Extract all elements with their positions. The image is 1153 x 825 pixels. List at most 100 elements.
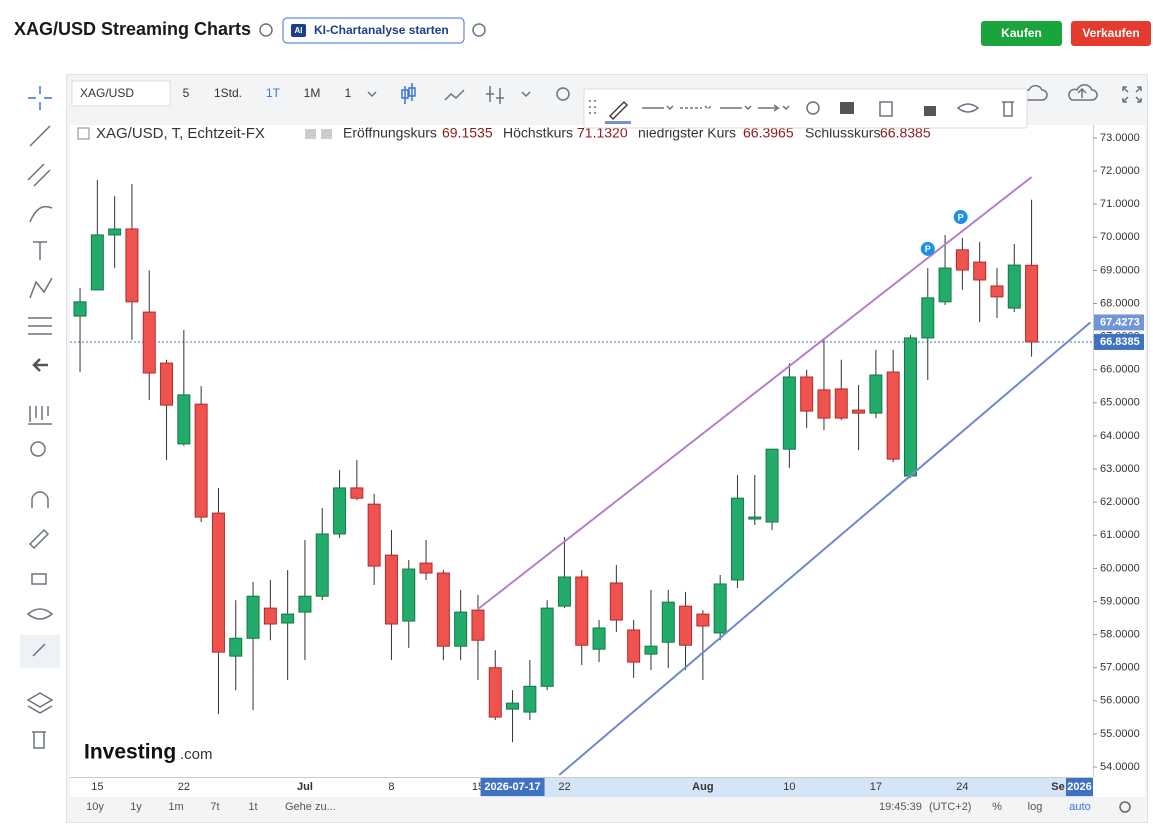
- candle-body: [506, 702, 520, 710]
- low-label: niedrigster Kurs: [638, 125, 736, 141]
- fullscreen-icon[interactable]: [1122, 86, 1142, 103]
- stay-draw-tool[interactable]: [28, 528, 50, 550]
- ai-button-label: KI-Chartanalyse starten: [314, 23, 449, 37]
- logo: Investing: [84, 741, 176, 764]
- bottom-log[interactable]: log: [1028, 801, 1043, 813]
- candle-body: [609, 582, 623, 621]
- price-label-bg: [1094, 333, 1144, 350]
- settings[interactable]: [806, 101, 820, 115]
- delete[interactable]: [1002, 101, 1014, 117]
- candle-body: [315, 533, 329, 597]
- candle-body: [938, 267, 952, 303]
- collapse-icon[interactable]: [77, 127, 90, 140]
- bottom-time[interactable]: 19:45:39: [879, 801, 922, 813]
- price-label: 66.8385: [1100, 336, 1140, 348]
- symbol: XAG/USD: [80, 86, 134, 100]
- buy-button[interactable]: [981, 21, 1062, 46]
- candle-body: [696, 613, 710, 627]
- trash-tool[interactable]: [32, 731, 46, 749]
- interval[interactable]: 1Std.: [214, 86, 242, 100]
- x-tick-label: 15: [91, 781, 103, 793]
- candle-body: [211, 512, 225, 653]
- text-tool[interactable]: [33, 241, 47, 260]
- sell-button[interactable]: [1071, 21, 1151, 46]
- line-width[interactable]: [680, 105, 712, 111]
- fib-tool[interactable]: [28, 317, 52, 335]
- pattern-tool[interactable]: [29, 277, 53, 299]
- candle-body: [869, 374, 883, 414]
- zoom-tool[interactable]: [30, 441, 46, 457]
- symbol-box[interactable]: [71, 80, 171, 107]
- x-tick-label: 8: [388, 781, 394, 793]
- drawing-tools: [20, 86, 60, 749]
- range-button[interactable]: 1t: [248, 801, 257, 813]
- settings-icon[interactable]: [556, 87, 570, 101]
- copy-tool[interactable]: [879, 101, 893, 117]
- pen-tool[interactable]: [608, 100, 629, 121]
- range-button[interactable]: 7t: [210, 801, 219, 813]
- y-tick-label: 63.0000: [1100, 463, 1140, 475]
- interval-active[interactable]: 1T: [266, 86, 281, 100]
- pivot-marker: [953, 210, 968, 225]
- left-toolbar: [0, 75, 66, 825]
- price-axis: [1093, 125, 1145, 777]
- candle-body: [90, 234, 104, 291]
- bottom-auto[interactable]: auto: [1069, 801, 1090, 813]
- bottom-settings[interactable]: [1119, 801, 1131, 813]
- x-edge-year: 2026: [1067, 781, 1091, 793]
- link-tool[interactable]: [32, 643, 46, 657]
- back-tool[interactable]: [32, 358, 48, 372]
- interval-count[interactable]: 1: [345, 86, 352, 100]
- lock-tool[interactable]: [31, 573, 47, 585]
- ai-badge: AI: [295, 26, 303, 35]
- plot-area: [70, 125, 1093, 777]
- ai-button[interactable]: [282, 17, 465, 44]
- channel-tool[interactable]: [27, 163, 51, 187]
- range-button[interactable]: 10y: [86, 801, 104, 813]
- range-button[interactable]: 1m: [168, 801, 183, 813]
- line-style[interactable]: [642, 105, 674, 111]
- candle-type-icon[interactable]: [401, 83, 416, 104]
- legend-name: XAG/USD, T, Echtzeit-FX: [96, 125, 265, 142]
- candle-body: [402, 568, 416, 622]
- cloud-upload[interactable]: [1068, 84, 1098, 101]
- candle-body: [1025, 264, 1039, 343]
- plot-layer: [70, 176, 1093, 776]
- lock[interactable]: [924, 106, 936, 116]
- crosshair-tool[interactable]: [28, 86, 52, 110]
- visibility-tool[interactable]: [26, 608, 54, 620]
- candle-body: [748, 516, 762, 520]
- bottom-percent[interactable]: %: [992, 801, 1002, 813]
- buy-label: Kaufen: [1001, 26, 1042, 40]
- line-ends[interactable]: [720, 105, 752, 111]
- drag-handle[interactable]: [589, 100, 596, 114]
- candle-body: [488, 667, 502, 718]
- candle-body: [973, 261, 987, 281]
- info-icon[interactable]: [472, 23, 486, 37]
- legend-icon[interactable]: [305, 129, 316, 139]
- candle-body: [246, 595, 260, 639]
- fill-tool[interactable]: [840, 102, 854, 114]
- y-tick-label: 59.0000: [1100, 595, 1140, 607]
- page-title: XAG/USD Streaming Charts: [14, 19, 251, 39]
- arrow-style[interactable]: [758, 104, 790, 112]
- interval[interactable]: 5: [183, 86, 190, 100]
- interval[interactable]: 1M: [304, 86, 321, 100]
- eye[interactable]: [956, 103, 980, 113]
- dropdown[interactable]: [521, 91, 531, 98]
- range-button[interactable]: 1y: [130, 801, 142, 813]
- brush-tool[interactable]: [29, 205, 53, 223]
- bottom-goto[interactable]: Gehe zu...: [285, 801, 336, 813]
- trendline-tool[interactable]: [29, 125, 51, 147]
- candle-body: [817, 389, 831, 419]
- indicator-tool[interactable]: [28, 406, 52, 425]
- bar-type-icon[interactable]: [486, 86, 504, 104]
- time-range-highlight: [480, 778, 1094, 797]
- legend-icon[interactable]: [321, 129, 332, 139]
- layers-tool[interactable]: [26, 692, 54, 714]
- bottom-timezone[interactable]: (UTC+2): [929, 801, 971, 813]
- dropdown[interactable]: [367, 91, 377, 98]
- area-type-icon[interactable]: [444, 89, 465, 101]
- info-icon[interactable]: [259, 23, 273, 37]
- magnet-tool[interactable]: [31, 491, 49, 508]
